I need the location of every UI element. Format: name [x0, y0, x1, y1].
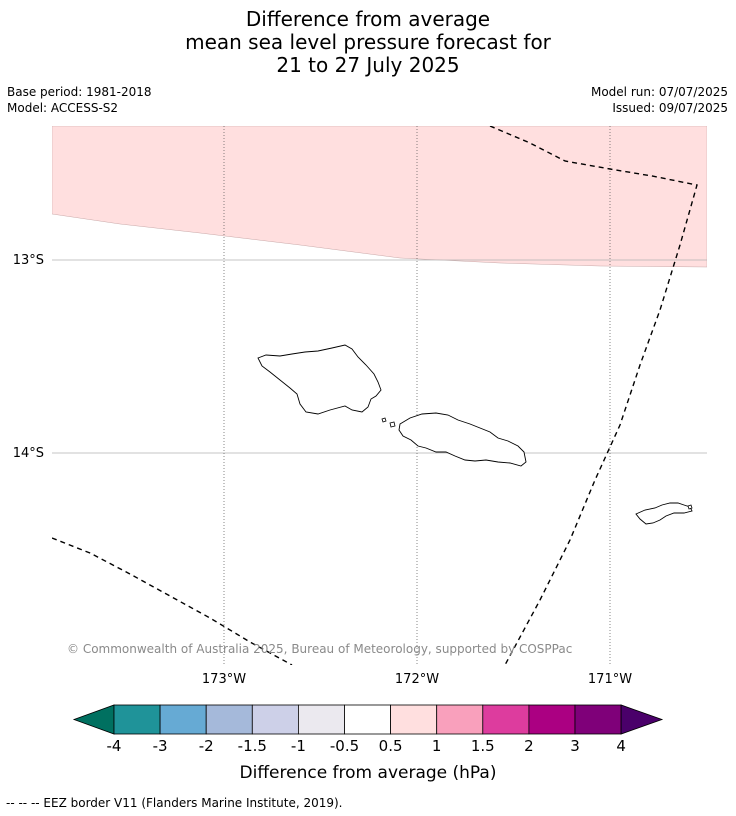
legend-swatch	[344, 704, 391, 735]
legend-extend-high	[620, 704, 664, 735]
base-period-label: Base period: 1981-2018	[7, 85, 152, 99]
legend-swatch	[297, 704, 345, 735]
legend-tick-label: 1.5	[471, 737, 495, 755]
chart-title: Difference from average mean sea level p…	[0, 8, 736, 77]
legend-tick-label: -1	[291, 737, 306, 755]
lon-label-171w: 171°W	[588, 672, 632, 687]
eez-border-note: -- -- -- EEZ border V11 (Flanders Marine…	[6, 796, 343, 810]
model-run-label: Model run: 07/07/2025	[590, 85, 728, 99]
map-area: © Commonwealth of Australia 2025, Bureau…	[52, 126, 707, 665]
lat-label-13s: 13°S	[13, 253, 44, 268]
legend-tick-label: -3	[153, 737, 168, 755]
legend-tick-label: 4	[616, 737, 626, 755]
title-line-2: mean sea level pressure forecast for	[185, 30, 551, 54]
run-info: Model run: 07/07/2025 Issued: 09/07/2025	[591, 84, 728, 116]
pressure-anomaly-region	[52, 126, 707, 268]
lon-label-173w: 173°W	[202, 672, 246, 687]
eez-border-north	[489, 126, 698, 665]
legend-swatch	[482, 704, 530, 735]
model-label: Model: ACCESS-S2	[7, 101, 119, 115]
island-savaii	[257, 344, 382, 415]
legend-extend-low	[72, 704, 115, 735]
model-info: Base period: 1981-2018 Model: ACCESS-S2	[7, 84, 152, 116]
legend-swatch	[113, 704, 161, 735]
legend-swatch	[159, 704, 207, 735]
lon-label-172w: 172°W	[395, 672, 439, 687]
island-tutuila	[635, 502, 693, 525]
legend-swatch	[436, 704, 484, 735]
legend-tick-label: -2	[199, 737, 214, 755]
color-legend: -4 -3 -2 -1.5 -1 -0.5 0.5 1 1.5 2 3 4	[72, 704, 664, 755]
legend-tick-label: -1.5	[238, 737, 267, 755]
legend-tick-label: 1	[432, 737, 442, 755]
title-line-1: Difference from average	[245, 7, 491, 31]
issued-label: Issued: 09/07/2025	[612, 101, 728, 115]
legend-swatch	[390, 704, 438, 735]
legend-tick-label: 2	[524, 737, 534, 755]
legend-swatch	[251, 704, 299, 735]
eez-border-southwest	[52, 537, 293, 665]
legend-swatch	[205, 704, 253, 735]
legend-tick-label: -0.5	[330, 737, 359, 755]
islet-aunuu	[687, 504, 693, 510]
islet-manono	[389, 421, 396, 428]
legend-tick-label: 0.5	[379, 737, 403, 755]
copyright-text: © Commonwealth of Australia 2025, Bureau…	[67, 642, 572, 656]
islet-apolima	[381, 417, 387, 423]
island-upolu	[398, 412, 527, 467]
legend-tick-label: 3	[570, 737, 580, 755]
lat-label-14s: 14°S	[13, 446, 44, 461]
legend-tick-label: -4	[107, 737, 122, 755]
legend-swatch	[574, 704, 622, 735]
title-line-3: 21 to 27 July 2025	[276, 53, 460, 77]
legend-title: Difference from average (hPa)	[240, 763, 497, 783]
legend-swatch	[528, 704, 576, 735]
